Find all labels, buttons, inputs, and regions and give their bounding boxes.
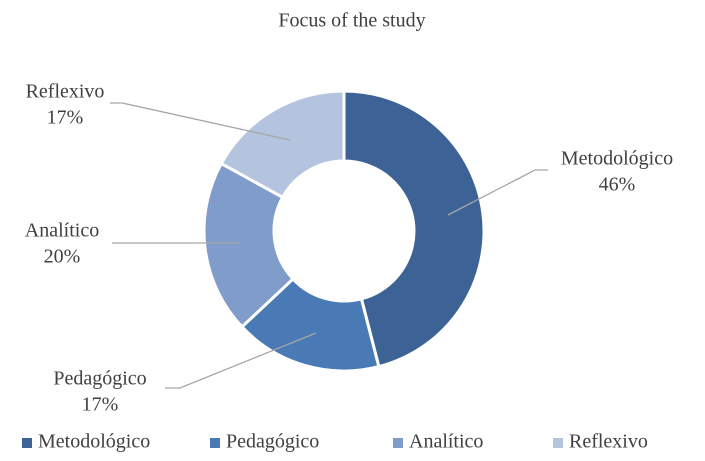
data-label-value: 20%: [44, 246, 81, 268]
data-label-name: Metodológico: [561, 148, 673, 170]
legend-marker: [210, 438, 220, 448]
legend-label: Metodológico: [38, 431, 150, 453]
legend-label: Analítico: [409, 431, 483, 453]
data-label-value: 17%: [47, 107, 84, 129]
leader-line: [447, 169, 548, 216]
leader-line: [165, 332, 317, 389]
legend-label: Pedagógico: [226, 431, 319, 453]
data-label-value: 17%: [82, 394, 119, 416]
data-label-value: 46%: [599, 174, 636, 196]
data-label-name: Pedagógico: [53, 368, 146, 390]
data-label-name: Reflexivo: [26, 81, 105, 103]
legend-label: Reflexivo: [569, 431, 648, 453]
data-label-name: Analítico: [25, 220, 99, 242]
donut-slice: [202, 161, 296, 329]
legend-marker: [22, 438, 32, 448]
leader-line: [110, 102, 291, 141]
legend-marker: [393, 438, 403, 448]
donut-slice: [342, 89, 486, 369]
donut-slice: [239, 276, 381, 373]
chart-title: Focus of the study: [278, 10, 425, 32]
legend-marker: [553, 438, 563, 448]
